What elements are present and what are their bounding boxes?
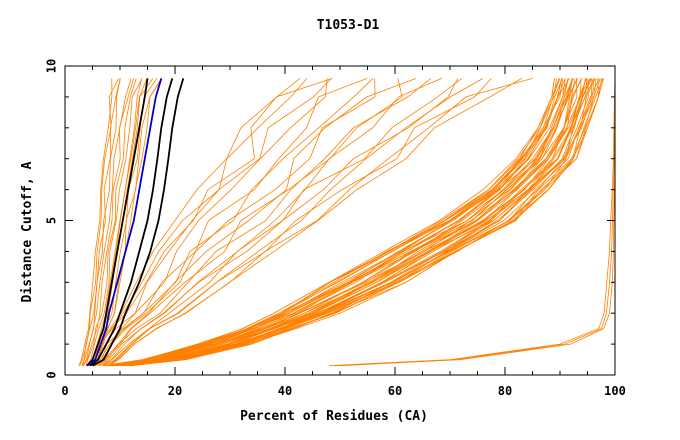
bulk-series-line-2-16 — [113, 78, 574, 367]
y-tick-label-0: 0 — [45, 371, 59, 378]
bulk-series-line-0-7 — [85, 78, 143, 366]
bulk-series-group — [78, 78, 616, 367]
bulk-series-line-2-33 — [124, 78, 593, 367]
bulk-series-line-2-30 — [123, 78, 591, 367]
bulk-series-line-1-14 — [103, 78, 484, 367]
highlight-series-line-2 — [92, 78, 185, 367]
bulk-series-line-2-18 — [116, 78, 574, 367]
bulk-series-line-0-3 — [81, 78, 121, 366]
y-tick-label-10: 10 — [45, 59, 59, 73]
bulk-series-line-2-35 — [125, 78, 596, 367]
bulk-series-line-2-19 — [115, 78, 578, 367]
bulk-series-line-2-12 — [111, 78, 569, 367]
bulk-series-line-2-31 — [123, 78, 588, 367]
bulk-series-line-0-2 — [81, 78, 121, 366]
bulk-series-line-0-6 — [85, 78, 137, 366]
bulk-series-line-2-37 — [126, 78, 595, 367]
chart-title: T1053-D1 — [317, 18, 380, 33]
x-tick-label-0: 0 — [61, 384, 68, 398]
bulk-series-line-2-6 — [108, 78, 562, 367]
bulk-series-line-2-15 — [114, 78, 569, 367]
bulk-series-line-1-1 — [88, 78, 308, 366]
highlight-series-line-1 — [89, 78, 174, 367]
bulk-series-line-1-11 — [101, 78, 442, 367]
bulk-series-line-2-7 — [106, 78, 564, 367]
bulk-series-line-2-22 — [116, 78, 578, 367]
bulk-series-line-1-17 — [108, 78, 522, 367]
bulk-series-line-2-26 — [120, 78, 587, 367]
bulk-series-line-2-42 — [129, 78, 604, 367]
highlight-series-group — [86, 78, 185, 367]
bulk-series-line-2-44 — [129, 78, 604, 367]
y-tick-label-5: 5 — [45, 217, 59, 224]
bulk-series-line-1-4 — [90, 78, 328, 367]
bulk-series-line-0-0 — [78, 78, 113, 366]
bulk-series-line-2-39 — [126, 78, 597, 367]
bulk-series-line-2-38 — [128, 78, 600, 367]
x-tick-label-60: 60 — [388, 384, 402, 398]
x-tick-label-20: 20 — [168, 384, 182, 398]
bulk-series-line-2-21 — [118, 78, 578, 367]
bulk-series-line-2-9 — [109, 78, 566, 367]
bulk-series-line-2-13 — [110, 78, 573, 367]
bulk-series-line-1-10 — [98, 78, 432, 367]
x-tick-label-40: 40 — [278, 384, 292, 398]
bulk-series-line-1-9 — [99, 78, 403, 366]
bulk-series-line-2-34 — [125, 78, 595, 367]
bulk-series-line-2-8 — [106, 78, 563, 367]
axis-ticks: 0 20 40 60 80 100 0 5 10 — [45, 59, 626, 398]
bulk-series-line-2-32 — [124, 78, 589, 367]
bulk-series-line-0-4 — [82, 78, 132, 366]
y-axis-label: Distance Cutoff, A — [20, 161, 35, 302]
highlight-series-line-0 — [86, 78, 149, 367]
x-tick-label-80: 80 — [498, 384, 512, 398]
bulk-series-line-0-5 — [82, 78, 135, 366]
highlight-series-line-3 — [86, 78, 163, 367]
x-tick-label-100: 100 — [604, 384, 626, 398]
bulk-series-line-2-17 — [114, 78, 573, 367]
bulk-series-line-1-12 — [101, 78, 462, 367]
bulk-series-line-0-1 — [79, 78, 119, 366]
x-axis-label: Percent of Residues (CA) — [240, 409, 428, 424]
bulk-series-line-2-36 — [126, 78, 593, 367]
bulk-series-line-1-13 — [103, 78, 459, 367]
